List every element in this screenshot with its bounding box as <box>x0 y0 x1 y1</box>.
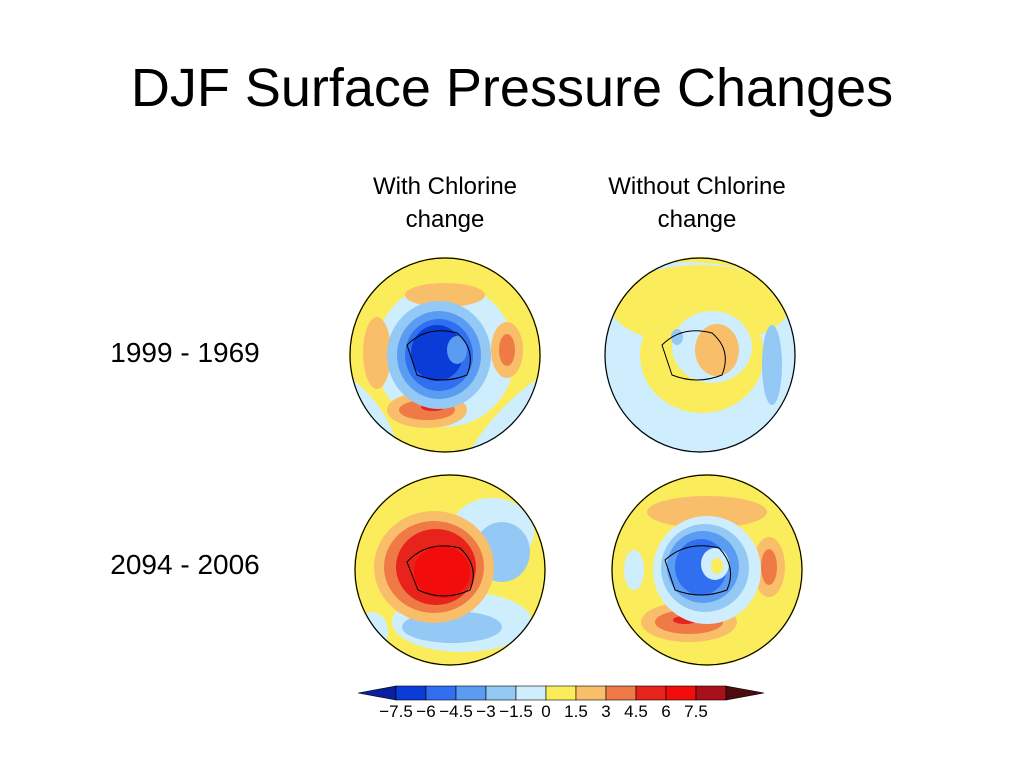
colorbar-tick-label: −3 <box>476 702 496 721</box>
colorbar-segment <box>635 685 667 701</box>
colorbar-tick-label: 1.5 <box>564 702 588 721</box>
slide-title: DJF Surface Pressure Changes <box>130 58 894 118</box>
colorbar-segment <box>425 685 457 701</box>
colorbar-tick-label: −4.5 <box>439 702 473 721</box>
colorbar-tick-label: 4.5 <box>624 702 648 721</box>
colorbar-tick-label: −6 <box>416 702 436 721</box>
column-header-line: Without Chlorine <box>608 173 786 200</box>
colorbar-segment <box>665 685 697 701</box>
colorbar-tick-label: −1.5 <box>499 702 533 721</box>
map-1999-with-chlorine <box>347 255 543 455</box>
colorbar-tick-label: 3 <box>601 702 611 721</box>
colorbar-segment <box>395 685 427 701</box>
column-header-with-chlorine: With Chlorine change <box>330 170 560 236</box>
colorbar-segment <box>455 685 487 701</box>
column-header-line: With Chlorine <box>372 173 518 200</box>
row-label-2094-2006: 2094 - 2006 <box>110 549 260 580</box>
colorbar-tick-label: −7.5 <box>379 702 413 721</box>
map-2094-with-chlorine <box>352 472 548 668</box>
column-header-line: change <box>657 206 737 233</box>
colorbar-min-triangle <box>357 685 397 701</box>
colorbar-tick-label: 6 <box>661 702 671 721</box>
colorbar-segment <box>515 685 547 701</box>
colorbar-segment <box>545 685 577 701</box>
colorbar-max-triangle <box>725 685 765 701</box>
column-header-without-chlorine: Without Chlorine change <box>582 170 812 236</box>
colorbar-tick-label: 7.5 <box>684 702 708 721</box>
map-2094-without-chlorine <box>609 472 805 668</box>
colorbar-tick-label: 0 <box>541 702 551 721</box>
colorbar-segment <box>605 685 637 701</box>
column-header-line: change <box>405 206 485 233</box>
map-1999-without-chlorine <box>602 255 798 455</box>
colorbar-segment <box>695 685 727 701</box>
colorbar <box>357 684 800 707</box>
colorbar-segment <box>575 685 607 701</box>
row-label-1999-1969: 1999 - 1969 <box>110 337 260 368</box>
colorbar-segment <box>485 685 517 701</box>
colorbar-svg <box>357 685 765 701</box>
